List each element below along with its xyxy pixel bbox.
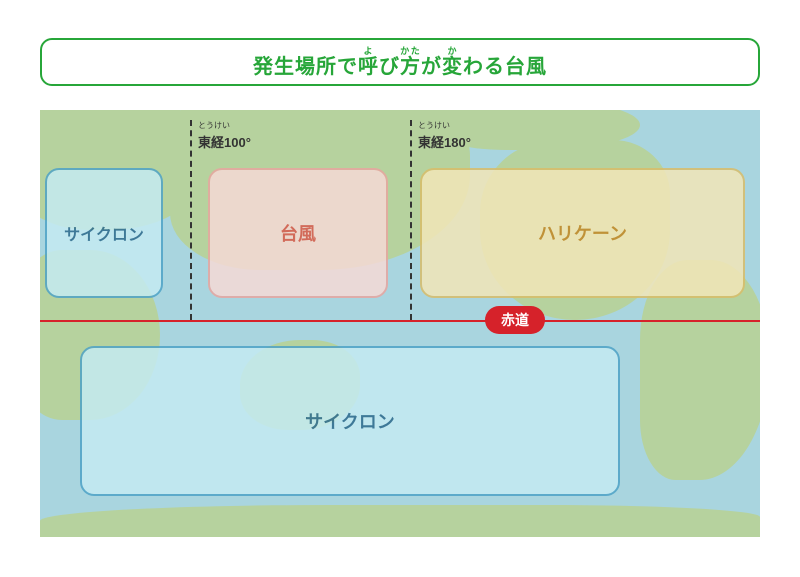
longitude-label: 東経180° <box>418 132 471 151</box>
cyclone-northwest-region: サイクロン <box>45 168 163 298</box>
title-prefix: 発生場所で <box>253 56 358 78</box>
landmass <box>40 505 760 537</box>
longitude-label: 東経100° <box>198 132 251 151</box>
longitude-line <box>410 120 412 320</box>
cyclone-south-region: サイクロン <box>80 346 620 496</box>
title-container: 発生場所で呼よび方かたが変かわる台風 <box>40 38 760 86</box>
equator-line <box>40 320 760 322</box>
longitude-ruby: とうけい <box>198 120 230 131</box>
longitude-line <box>190 120 192 320</box>
world-map: とうけい東経100°とうけい東経180°赤道サイクロン台風ハリケーンサイクロン <box>40 110 760 537</box>
equator-badge: 赤道 <box>485 306 545 334</box>
longitude-ruby: とうけい <box>418 120 450 131</box>
title-suffix: わる台風 <box>463 56 547 78</box>
typhoon-region: 台風 <box>208 168 388 298</box>
title-text: 発生場所で呼よび方かたが変かわる台風 <box>253 46 547 79</box>
hurricane-region: ハリケーン <box>420 168 745 298</box>
